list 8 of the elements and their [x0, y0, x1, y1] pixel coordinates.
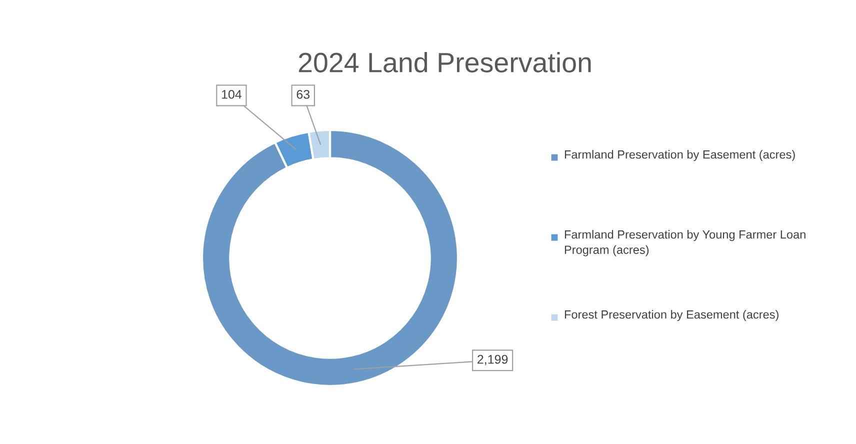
data-label: 104	[222, 90, 242, 99]
legend-label: Farmland Preservation by Easement (acres)	[564, 150, 795, 162]
legend-label: Forest Preservation by Easement (acres)	[564, 310, 778, 322]
legend-label: Farmland Preservation by Young Farmer Loan Program (acres)	[564, 230, 806, 256]
chart-title: 2024 Land Preservation	[298, 52, 591, 72]
donut-slice	[200, 128, 460, 388]
data-label: 2,199	[478, 354, 508, 366]
data-label: 63	[296, 90, 310, 99]
